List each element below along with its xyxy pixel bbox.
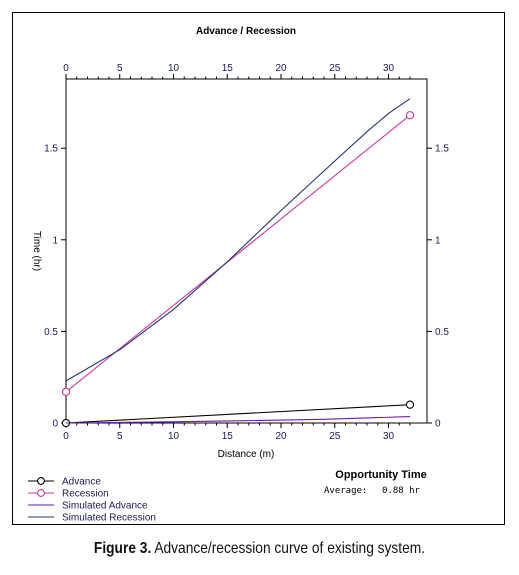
legend-label-simulated-recession: Simulated Recession (62, 513, 156, 524)
x-tick-label-top: 10 (168, 63, 180, 74)
x-tick-label-bottom: 15 (222, 431, 234, 442)
y-tick-label-right: 0.5 (435, 327, 449, 338)
x-tick-label-bottom: 5 (117, 431, 123, 442)
x-tick-label-top: 30 (383, 63, 395, 74)
y-tick-label-right: 0 (435, 419, 441, 430)
plot-area (65, 78, 428, 424)
x-axis-title: Distance (m) (218, 449, 275, 460)
y-tick-label-left: 1.5 (44, 144, 58, 155)
opportunity-time-title: Opportunity Time (335, 469, 426, 481)
legend-label-simulated-advance: Simulated Advance (62, 501, 148, 512)
x-tick-label-top: 0 (63, 63, 69, 74)
legend-label-advance: Advance (62, 477, 101, 488)
opportunity-average-value: 0.88 hr (382, 486, 421, 496)
y-tick-label-left: 0.5 (44, 327, 58, 338)
y-tick-label-right: 1 (435, 235, 441, 246)
y-axis-title: Time (hr) (31, 231, 42, 271)
x-tick-label-bottom: 10 (168, 431, 180, 442)
simulated-advance-line (65, 416, 411, 424)
figure-frame (12, 12, 505, 525)
caption-text: Advance/recession curve of existing syst… (151, 540, 426, 557)
series-layer (61, 98, 415, 428)
x-tick-label-top: 25 (329, 63, 341, 74)
legend-label-recession: Recession (62, 489, 109, 500)
x-tick-label-bottom: 30 (383, 431, 395, 442)
legend-marker-recession (37, 489, 45, 497)
x-tick-label-bottom: 25 (329, 431, 341, 442)
legend-marker-advance (37, 477, 45, 485)
advance-point (405, 400, 415, 409)
chart-title: Advance / Recession (196, 26, 296, 37)
y-tick-label-left: 1 (52, 235, 58, 246)
figure-caption: Figure 3. Advance/recession curve of exi… (36, 540, 482, 558)
advance-line (65, 404, 411, 424)
y-tick-label-left: 0 (52, 419, 58, 430)
recession-point (405, 111, 415, 120)
x-tick-label-top: 20 (275, 63, 287, 74)
simulated-recession-line (65, 98, 411, 382)
recession-line (65, 114, 411, 393)
recession-point (61, 387, 71, 397)
x-tick-label-bottom: 0 (63, 431, 69, 442)
opportunity-average-label: Average: (324, 486, 367, 496)
x-tick-label-bottom: 20 (275, 431, 287, 442)
y-tick-label-right: 1.5 (435, 144, 449, 155)
x-tick-label-top: 15 (222, 63, 234, 74)
x-tick-label-top: 5 (117, 63, 123, 74)
caption-lead: Figure 3. (93, 540, 152, 557)
